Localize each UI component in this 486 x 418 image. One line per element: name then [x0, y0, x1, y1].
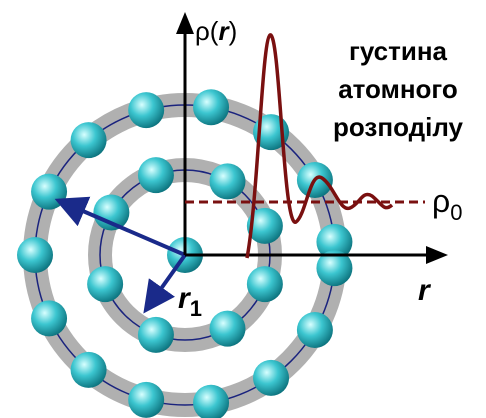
atom	[71, 122, 107, 158]
atom	[247, 266, 283, 302]
atom	[128, 382, 164, 418]
atom	[297, 312, 333, 348]
atom	[31, 174, 67, 210]
label-part: ρ(	[195, 16, 219, 46]
label-part: )	[229, 16, 238, 46]
atom	[71, 352, 107, 388]
caption-line: густина	[349, 36, 448, 66]
atom	[87, 266, 123, 302]
atom	[210, 311, 246, 347]
y-axis-label: ρ(r)	[195, 16, 237, 46]
caption-line: розподілу	[333, 112, 463, 142]
atom	[138, 317, 174, 353]
y-arrowhead	[176, 12, 194, 34]
atom	[31, 300, 67, 336]
atom	[193, 89, 229, 125]
atom	[210, 163, 246, 199]
atom	[128, 92, 164, 128]
reference-label: ρ0	[432, 183, 462, 225]
x-arrowhead	[426, 246, 448, 264]
radius-label: r1	[178, 282, 202, 321]
label-part: 0	[450, 200, 462, 225]
label-part: ρ	[432, 183, 450, 219]
diagram: ρ(r) r густина атомного розподілу ρ0 r1	[0, 0, 486, 418]
label-part: 1	[190, 296, 202, 321]
atom	[138, 157, 174, 193]
atom	[17, 237, 53, 273]
atom	[253, 360, 289, 396]
caption-line: атомного	[338, 74, 458, 104]
x-axis-label: r	[418, 274, 432, 307]
